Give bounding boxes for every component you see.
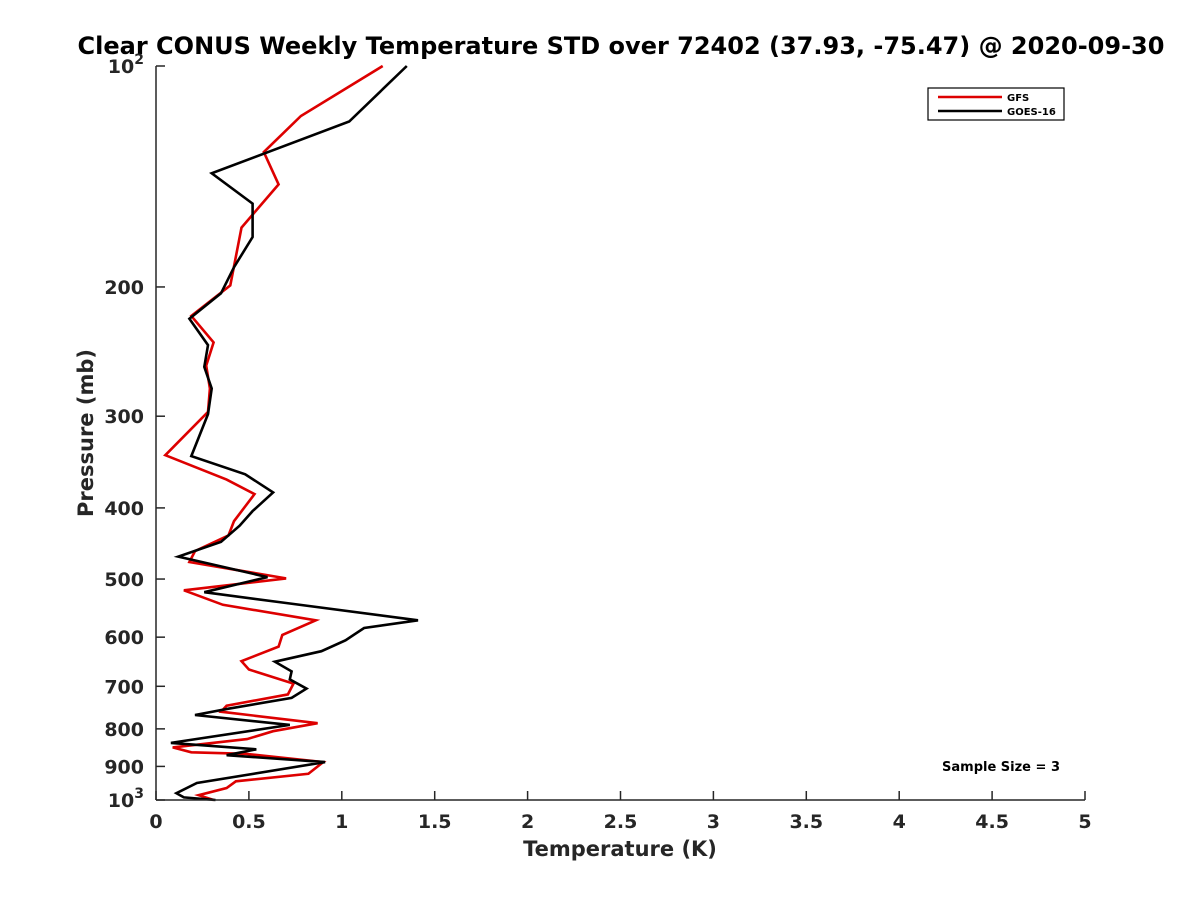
x-ticks: 0 0.5 1 1.5 2 2.5 3 3.5 4 4.5 5 <box>149 791 1092 833</box>
series-line-gfs <box>162 64 384 802</box>
y-tick-label: 400 <box>104 498 144 520</box>
x-tick-label: 0 <box>149 811 162 833</box>
y-tick-label: 103 <box>108 786 144 812</box>
chart-title: Clear CONUS Weekly Temperature STD over … <box>78 32 1165 60</box>
x-tick-label: 1 <box>335 811 348 833</box>
x-tick-label: 5 <box>1078 811 1091 833</box>
legend-label-goes-16: GOES-16 <box>1007 107 1056 118</box>
x-tick-label: 3.5 <box>789 811 823 833</box>
x-tick-label: 3 <box>707 811 720 833</box>
y-axis-label: Pressure (mb) <box>74 349 98 517</box>
x-tick-label: 1.5 <box>418 811 452 833</box>
legend-label-gfs: GFS <box>1007 93 1029 104</box>
x-tick-label: 2 <box>521 811 534 833</box>
x-tick-label: 4.5 <box>975 811 1009 833</box>
sample-size-annotation: Sample Size = 3 <box>942 760 1060 775</box>
x-tick-label: 4 <box>893 811 906 833</box>
axes <box>155 66 1085 801</box>
y-tick-label: 900 <box>104 756 144 778</box>
x-tick-label: 0.5 <box>232 811 266 833</box>
x-tick-label: 2.5 <box>604 811 638 833</box>
y-ticks: 102 200 300 400 500 600 700 800 900 103 <box>104 52 165 812</box>
legend-box <box>927 87 1065 121</box>
y-tick-label: 600 <box>104 627 144 649</box>
series-layer <box>162 64 419 802</box>
y-tick-label: 800 <box>104 719 144 741</box>
y-tick-label: 102 <box>108 52 144 78</box>
series-line-goes-16 <box>170 65 419 802</box>
legend: GFS GOES-16 <box>927 87 1065 121</box>
y-tick-label: 500 <box>104 569 144 591</box>
y-tick-label: 300 <box>104 406 144 428</box>
x-axis-label: Temperature (K) <box>523 837 717 861</box>
y-tick-label: 200 <box>104 277 144 299</box>
y-tick-label: 700 <box>104 676 144 698</box>
